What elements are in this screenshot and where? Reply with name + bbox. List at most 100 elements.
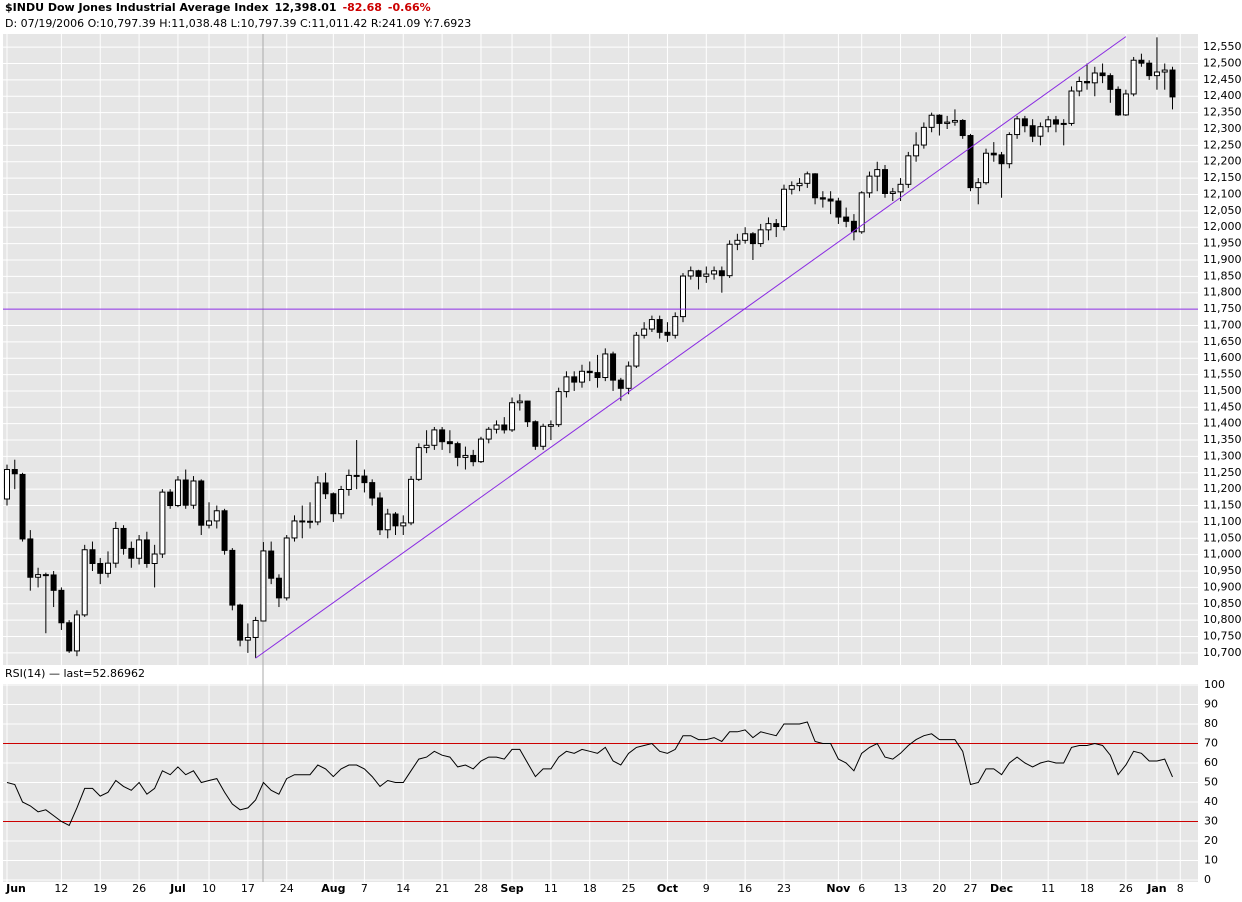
candle-body (718, 270, 725, 277)
y-tick-label: 12,050 (1203, 204, 1242, 217)
candle-body (369, 482, 376, 499)
candle-body (151, 553, 158, 564)
candle-body (275, 577, 282, 599)
candle-body (462, 454, 469, 458)
rsi-tick-label: 40 (1204, 795, 1218, 808)
candle-body (944, 121, 951, 124)
candle-body (1084, 81, 1091, 84)
candle-body (866, 175, 873, 194)
candle-body (509, 402, 516, 431)
x-tick-label: Jan (1146, 882, 1166, 895)
candle-body (392, 513, 399, 527)
change-percent: -0.66% (387, 1, 431, 14)
candle-body (1076, 81, 1083, 92)
candle-body (524, 400, 531, 423)
candle-body (882, 169, 889, 194)
x-tick-label: 10 (202, 882, 216, 895)
candle-body (97, 562, 104, 574)
candle-body (120, 527, 127, 549)
candle-body (35, 574, 42, 578)
candle-body (485, 428, 492, 440)
y-tick-label: 11,950 (1203, 237, 1242, 250)
candle-body (237, 604, 244, 641)
candle-body (174, 479, 181, 507)
candle-body (897, 183, 904, 193)
y-tick-label: 11,500 (1203, 384, 1242, 397)
y-tick-label: 11,900 (1203, 253, 1242, 266)
candle-body (586, 370, 593, 374)
candle-body (1037, 126, 1044, 137)
candle-body (656, 319, 663, 333)
candle-body (291, 520, 298, 539)
candle-body (128, 547, 135, 559)
candle-body (757, 229, 764, 245)
y-tick-label: 12,400 (1203, 89, 1242, 102)
y-tick-label: 10,800 (1203, 613, 1242, 626)
x-tick-label: 25 (622, 882, 636, 895)
candle-body (322, 482, 329, 495)
candle-body (1099, 72, 1106, 77)
rsi-tick-label: 30 (1204, 815, 1218, 828)
candle-body (827, 198, 834, 202)
candle-body (1107, 75, 1114, 90)
candle-body (1045, 119, 1052, 128)
rsi-tick-label: 10 (1204, 854, 1218, 867)
rsi-tick-label: 100 (1204, 678, 1225, 691)
candle-body (951, 119, 958, 123)
candle-body (594, 372, 601, 379)
rsi-tick-label: 50 (1204, 776, 1218, 789)
last-price: 12,398.01 (274, 1, 337, 14)
candle-body (229, 549, 236, 606)
rsi-tick-label: 90 (1204, 698, 1218, 711)
candle-body (983, 152, 990, 184)
x-tick-label: Oct (657, 882, 678, 895)
candle-body (804, 173, 811, 184)
candle-body (112, 527, 119, 564)
y-tick-label: 12,550 (1203, 40, 1242, 53)
x-tick-label: 20 (932, 882, 946, 895)
x-tick-label: 12 (54, 882, 68, 895)
x-tick-label: 18 (1080, 882, 1094, 895)
candle-body (874, 169, 881, 177)
candle-body (547, 424, 554, 427)
candle-body (143, 539, 150, 564)
candle-body (1068, 90, 1075, 124)
candle-body (1138, 59, 1145, 64)
candle-body (648, 319, 655, 330)
rsi-tick-label: 70 (1204, 737, 1218, 750)
candle-body (959, 119, 966, 137)
candle-body (726, 243, 733, 277)
candle-body (742, 233, 749, 241)
candle-body (975, 182, 982, 189)
candle-body (4, 469, 10, 500)
candle-body (819, 197, 826, 200)
candle-body (695, 270, 702, 277)
candle-body (563, 376, 570, 393)
y-tick-label: 10,900 (1203, 580, 1242, 593)
y-tick-label: 12,350 (1203, 106, 1242, 119)
candle-body (244, 636, 251, 641)
candle-body (889, 191, 896, 194)
candle-body (338, 488, 345, 515)
change: -82.68 (342, 1, 382, 14)
candle-body (330, 493, 337, 515)
y-tick-label: 11,250 (1203, 466, 1242, 479)
y-tick-label: 10,750 (1203, 630, 1242, 643)
candle-body (578, 370, 585, 383)
candle-body (843, 216, 850, 222)
candle-body (299, 520, 306, 523)
rsi-tick-label: 60 (1204, 756, 1218, 769)
candle-body (423, 444, 430, 449)
candle-body (687, 270, 694, 277)
rsi-tick-label: 80 (1204, 717, 1218, 730)
y-tick-label: 11,700 (1203, 318, 1242, 331)
y-tick-label: 11,650 (1203, 335, 1242, 348)
y-tick-label: 12,450 (1203, 73, 1242, 86)
candle-body (42, 574, 49, 577)
rsi-tick-label: 20 (1204, 834, 1218, 847)
candle-body (190, 480, 197, 506)
x-tick-label: 26 (1119, 882, 1133, 895)
trendline (255, 36, 1127, 659)
candle-body (198, 480, 205, 526)
